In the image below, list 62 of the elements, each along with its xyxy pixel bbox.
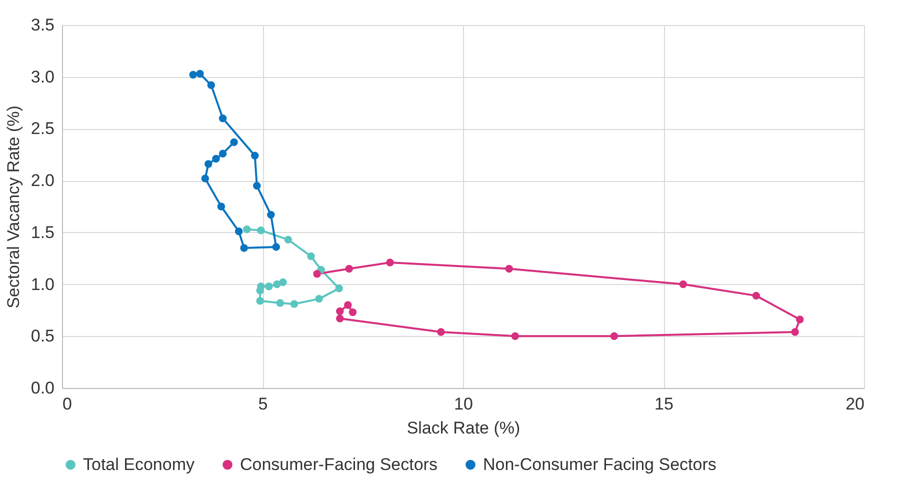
x-axis-title: Slack Rate (%) [406, 418, 520, 438]
point [348, 308, 357, 316]
y-tick-label: 1.5 [30, 222, 54, 242]
point [307, 252, 315, 260]
y-tick-label: 2.0 [30, 171, 54, 190]
point [196, 70, 204, 78]
point [253, 182, 261, 190]
point [207, 81, 216, 90]
point [386, 258, 394, 266]
point [201, 174, 210, 182]
point [267, 210, 275, 219]
x-tick-label: 15 [654, 394, 674, 414]
x-tick-label: 20 [846, 394, 864, 414]
point [284, 236, 292, 244]
point [230, 138, 238, 146]
point [290, 300, 298, 308]
point [505, 264, 513, 273]
point [251, 152, 259, 160]
point [257, 282, 265, 290]
point [437, 328, 445, 336]
point [313, 270, 321, 278]
point [234, 228, 243, 236]
y-tick-label: 0.0 [30, 378, 54, 398]
point [265, 282, 273, 290]
point [315, 294, 323, 303]
point [796, 316, 804, 324]
y-tick-label: 3.0 [30, 67, 54, 86]
point [204, 160, 212, 168]
x-tick-label: 5 [258, 394, 268, 414]
point [189, 70, 197, 79]
point [610, 332, 618, 340]
y-tick-label: 1.0 [30, 274, 54, 294]
point [336, 314, 344, 322]
point [273, 280, 281, 288]
y-tick-label: 0.5 [30, 326, 54, 346]
point [345, 264, 353, 273]
point [279, 278, 287, 286]
point [257, 226, 265, 234]
point [276, 299, 284, 307]
point [272, 243, 280, 251]
point [256, 297, 264, 305]
point [218, 114, 227, 122]
y-axis-title: Sectoral Vacancy Rate (%) [4, 106, 23, 308]
y-tick-label: 3.5 [30, 16, 54, 34]
x-tick-label: 10 [454, 394, 473, 414]
point [218, 150, 227, 158]
point [679, 280, 688, 288]
point [240, 244, 248, 252]
point [336, 307, 344, 316]
point [212, 154, 220, 163]
point [791, 328, 799, 336]
y-tick-label: 2.5 [30, 119, 54, 138]
point [344, 301, 352, 309]
legend-label: Consumer-Facing Sectors [240, 454, 438, 474]
x-tick-label: 0 [62, 394, 72, 414]
point [511, 332, 520, 340]
point [242, 225, 251, 234]
point [335, 284, 343, 292]
point [217, 202, 226, 210]
point [752, 292, 760, 300]
legend-label: Total Economy [83, 454, 195, 474]
legend-label: Non-Consumer Facing Sectors [483, 454, 716, 474]
